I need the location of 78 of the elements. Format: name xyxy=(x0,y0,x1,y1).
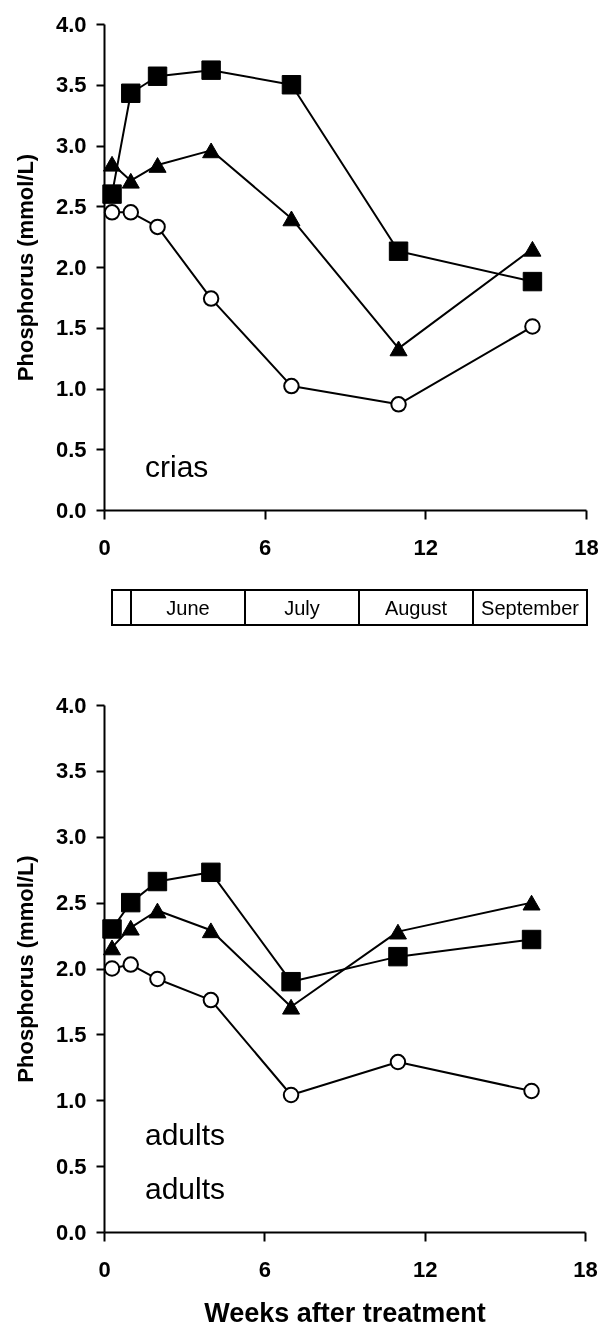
y-tick-label: 4.0 xyxy=(55,692,87,718)
point xyxy=(201,862,221,883)
point xyxy=(148,157,167,173)
point xyxy=(201,922,220,939)
point xyxy=(147,871,168,892)
point xyxy=(282,998,301,1015)
point xyxy=(122,956,139,973)
point xyxy=(202,142,221,159)
y-tick-label: 2.5 xyxy=(55,193,87,219)
x-tick-label: 0 xyxy=(98,1256,111,1282)
annotation: adults xyxy=(145,1172,226,1205)
category-label: September xyxy=(481,596,580,619)
x-tick-label: 6 xyxy=(259,534,272,560)
category-label: June xyxy=(166,596,210,619)
x-tick-label: 18 xyxy=(574,534,599,560)
y-tick-label: 0.5 xyxy=(55,1153,87,1179)
point xyxy=(121,919,140,936)
y-tick-label: 1.0 xyxy=(55,376,87,401)
point xyxy=(201,60,221,80)
y-tick-label: 0.5 xyxy=(55,436,87,462)
annotation: crias xyxy=(145,450,209,483)
y-tick-label: 0.0 xyxy=(55,497,87,523)
point xyxy=(521,929,542,950)
point xyxy=(523,240,542,257)
point xyxy=(121,892,141,913)
point xyxy=(389,340,408,357)
point xyxy=(103,960,121,977)
point xyxy=(102,184,122,204)
y-tick-label: 3.5 xyxy=(55,72,87,98)
point xyxy=(103,204,121,221)
category-label: August xyxy=(384,596,448,619)
point xyxy=(103,939,122,956)
y-tick-label: 2.0 xyxy=(55,956,87,981)
y-tick-label: 1.0 xyxy=(55,1087,87,1113)
point xyxy=(202,991,220,1009)
point xyxy=(388,923,407,940)
point xyxy=(283,377,300,395)
y-axis-title: Phosphorus (mmol/L) xyxy=(12,855,38,1083)
point xyxy=(522,271,543,292)
y-axis-title: Phosphorus (mmol/L) xyxy=(12,153,38,382)
point xyxy=(103,155,122,172)
point xyxy=(281,75,302,95)
x-tick-label: 6 xyxy=(258,1256,271,1282)
point xyxy=(148,902,167,919)
point xyxy=(282,210,301,227)
x-tick-label: 0 xyxy=(98,534,111,560)
point xyxy=(281,971,301,992)
point xyxy=(390,396,407,413)
point xyxy=(202,290,220,307)
y-tick-label: 2.0 xyxy=(55,254,87,280)
y-tick-label: 1.5 xyxy=(55,315,87,341)
x-tick-label: 12 xyxy=(413,534,439,560)
point xyxy=(147,66,168,86)
category-label: July xyxy=(284,596,320,619)
annotation: adults xyxy=(145,1118,226,1151)
point xyxy=(102,919,122,939)
x-tick-label: 18 xyxy=(573,1256,598,1282)
y-tick-label: 2.5 xyxy=(55,890,87,916)
x-tick-label: 12 xyxy=(412,1256,438,1282)
y-tick-label: 3.0 xyxy=(55,824,87,850)
point xyxy=(388,241,409,261)
point xyxy=(121,83,141,103)
point xyxy=(522,894,541,911)
y-tick-label: 3.5 xyxy=(55,758,87,784)
y-tick-label: 4.0 xyxy=(55,11,87,37)
point xyxy=(388,946,408,967)
y-tick-label: 1.5 xyxy=(55,1021,87,1047)
point xyxy=(121,172,140,189)
point xyxy=(149,970,166,988)
point xyxy=(122,204,140,221)
point xyxy=(524,318,541,335)
x-axis-title: Weeks after treatment xyxy=(204,1297,486,1327)
point xyxy=(149,218,166,236)
y-tick-label: 3.0 xyxy=(55,133,87,158)
y-tick-label: 0.0 xyxy=(55,1219,87,1245)
point xyxy=(282,1086,300,1104)
point xyxy=(389,1053,407,1071)
point xyxy=(523,1082,540,1100)
